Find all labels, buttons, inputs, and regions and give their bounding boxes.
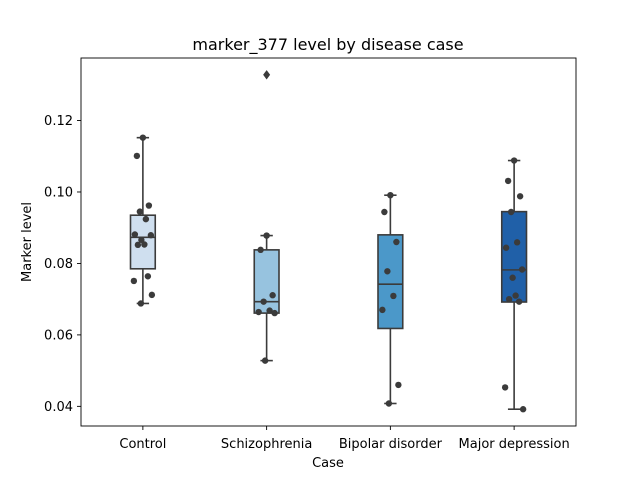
data-point xyxy=(516,193,524,200)
data-point xyxy=(257,246,264,254)
data-point xyxy=(255,308,262,316)
data-point xyxy=(385,400,393,407)
y-tick-label: 0.10 xyxy=(44,185,73,200)
data-point xyxy=(393,238,400,246)
data-point xyxy=(269,292,276,299)
data-point xyxy=(502,244,510,251)
y-tick-label: 0.12 xyxy=(44,114,73,129)
data-point xyxy=(512,292,519,299)
y-tick-label: 0.04 xyxy=(44,400,73,415)
plot-area: 0.04 0.06 0.08 0.10 0.12 Control Schizophrenia… xyxy=(44,70,570,452)
data-point xyxy=(507,208,515,216)
data-point xyxy=(510,157,518,164)
data-point xyxy=(142,215,150,223)
data-point xyxy=(131,231,139,238)
data-point xyxy=(261,357,269,364)
data-point xyxy=(384,268,391,275)
data-point xyxy=(260,298,267,305)
x-tick-label: Bipolar disorder xyxy=(339,437,443,452)
x-tick-label: Major depression xyxy=(459,437,570,452)
x-tick-label: Schizophrenia xyxy=(221,437,312,452)
data-point xyxy=(137,300,145,307)
data-point xyxy=(501,384,509,391)
data-point xyxy=(136,208,144,215)
box xyxy=(377,234,404,330)
data-point xyxy=(518,266,526,273)
outlier-marker xyxy=(263,70,271,80)
data-point xyxy=(133,152,141,160)
plot-frame xyxy=(80,57,577,427)
data-point xyxy=(271,309,278,317)
y-tick-label: 0.08 xyxy=(44,257,73,272)
data-point xyxy=(134,241,142,249)
data-point xyxy=(381,208,388,216)
data-point xyxy=(141,241,148,248)
data-point xyxy=(148,291,156,299)
box xyxy=(500,210,528,303)
data-point xyxy=(139,134,147,141)
data-point xyxy=(263,232,270,239)
chart-title: marker_377 level by disease case xyxy=(192,35,463,55)
data-point xyxy=(130,277,138,285)
data-point xyxy=(519,406,527,413)
data-point xyxy=(513,239,521,246)
data-point xyxy=(505,295,513,303)
data-point xyxy=(395,381,402,389)
data-point xyxy=(390,292,397,300)
x-axis-label: Case xyxy=(312,456,344,471)
box xyxy=(253,249,280,314)
y-tick-label: 0.06 xyxy=(44,328,73,343)
x-tick-label: Control xyxy=(119,437,166,452)
data-point xyxy=(509,274,516,281)
data-point xyxy=(515,298,523,305)
data-point xyxy=(387,191,394,199)
data-point xyxy=(147,232,155,239)
data-point xyxy=(504,177,512,185)
data-point xyxy=(145,202,153,209)
data-point xyxy=(266,307,273,314)
data-point xyxy=(144,273,152,280)
data-point xyxy=(138,236,145,244)
data-point xyxy=(379,306,386,314)
y-axis-label: Marker level xyxy=(20,202,35,282)
